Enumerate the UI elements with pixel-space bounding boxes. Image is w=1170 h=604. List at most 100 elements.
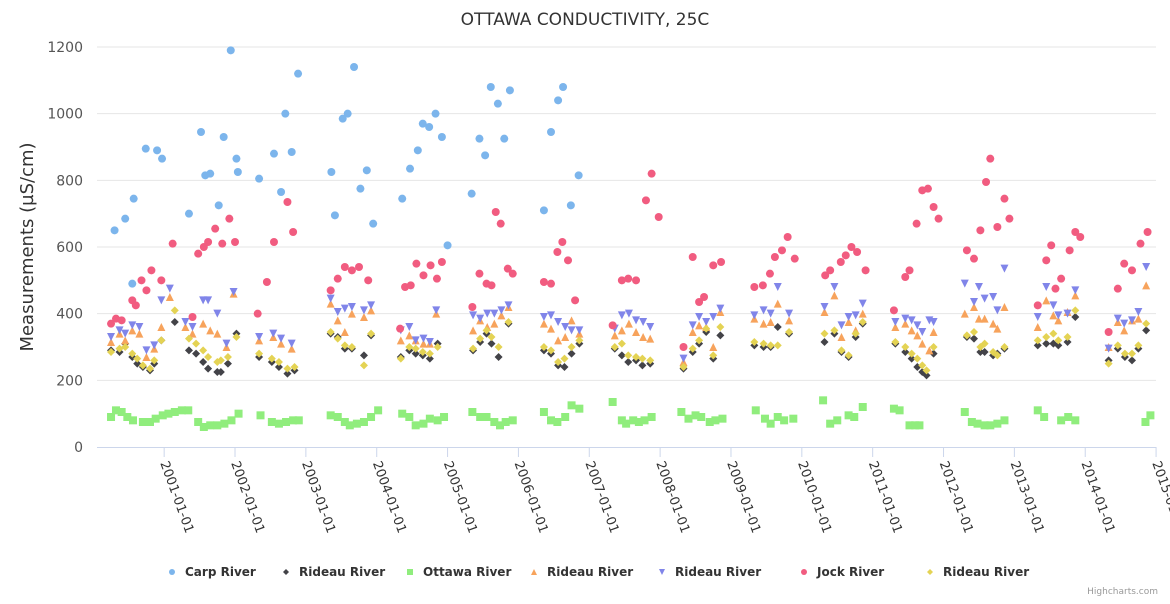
point-ottawa-river (789, 414, 798, 423)
point-rideau-river (204, 364, 213, 373)
point-rideau-river (554, 336, 563, 345)
point-jock-river (508, 269, 517, 278)
point-jock-river (194, 249, 203, 258)
point-ottawa-river (138, 418, 147, 426)
point-ottawa-river (1040, 413, 1049, 421)
point-rideau-river (976, 348, 985, 356)
point-rideau-river (359, 351, 368, 360)
point-rideau-river (411, 349, 420, 358)
point-jock-river (758, 281, 767, 290)
point-rideau-river (539, 313, 548, 321)
point-carp-river (406, 164, 415, 173)
point-jock-river (1076, 233, 1085, 241)
point-rideau-river (617, 326, 626, 335)
point-rideau-river (913, 354, 922, 363)
point-jock-river (117, 316, 126, 325)
point-jock-river (503, 264, 512, 273)
point-carp-river (481, 151, 490, 160)
x-tick-label: 2006-01-01 (511, 459, 551, 535)
point-carp-river (232, 154, 241, 163)
point-carp-river (330, 211, 339, 220)
legend-item[interactable]: Rideau River (283, 565, 385, 579)
point-ottawa-river (960, 408, 969, 416)
legend-item[interactable]: Rideau River (531, 565, 633, 579)
point-rideau-river (575, 326, 584, 335)
point-rideau-river (419, 334, 428, 343)
point-jock-river (624, 274, 633, 283)
point-rideau-river (359, 361, 368, 370)
point-jock-river (861, 266, 870, 275)
legend-item[interactable]: Rideau River (659, 565, 761, 579)
legend-label: Rideau River (547, 565, 633, 579)
x-tick-label: 2007-01-01 (582, 459, 622, 535)
point-rideau-river (554, 358, 563, 366)
point-carp-river (418, 119, 427, 128)
legend-item[interactable]: Ottawa River (407, 565, 511, 579)
point-rideau-river (133, 359, 142, 368)
point-rideau-river (785, 316, 794, 325)
point-rideau-river (918, 339, 927, 348)
point-rideau-river (1120, 349, 1129, 358)
point-jock-river (1057, 274, 1066, 283)
x-tick-label: 2009-01-01 (723, 459, 763, 535)
point-rideau-river (560, 363, 569, 371)
point-rideau-river (181, 323, 190, 331)
point-ottawa-river (111, 406, 120, 415)
legend-item[interactable]: Carp River (169, 565, 256, 579)
credits-link[interactable]: Highcharts.com (1087, 587, 1158, 597)
point-rideau-river (766, 309, 775, 318)
y-tick-label: 200 (56, 373, 83, 389)
point-rideau-river (326, 294, 335, 303)
point-ottawa-river (833, 416, 842, 425)
point-ottawa-river (1071, 416, 1080, 425)
point-jock-river (131, 301, 140, 310)
point-carp-river (277, 188, 286, 196)
point-carp-river (343, 109, 352, 118)
point-rideau-river (347, 343, 356, 351)
point-ottawa-river (973, 419, 982, 428)
legend: Carp River Rideau River Ottawa River Rideau… (169, 565, 1029, 579)
point-rideau-river (157, 323, 166, 331)
y-tick-label: 1000 (47, 107, 83, 123)
point-rideau-river (638, 361, 647, 370)
point-jock-river (847, 243, 856, 251)
point-rideau-river (851, 329, 860, 338)
point-jock-river (901, 273, 910, 281)
point-ottawa-river (895, 406, 904, 415)
point-rideau-river (1063, 333, 1072, 341)
point-rideau-river (283, 369, 292, 378)
point-rideau-river (287, 339, 296, 348)
point-rideau-river (773, 283, 782, 291)
point-rideau-river (858, 299, 867, 308)
x-tick-label: 2012-01-01 (936, 459, 976, 535)
point-ottawa-river (352, 419, 361, 428)
point-rideau-river (980, 314, 989, 323)
point-carp-river (219, 133, 228, 141)
series-4 (107, 263, 1151, 363)
point-rideau-river (922, 371, 931, 380)
legend-symbol-icon (283, 569, 289, 575)
point-rideau-river (773, 299, 782, 308)
point-rideau-river (974, 283, 983, 291)
point-rideau-river (326, 299, 335, 308)
point-rideau-river (960, 279, 969, 288)
point-rideau-river (830, 326, 839, 335)
legend-item[interactable]: Rideau River (927, 565, 1029, 579)
point-rideau-river (1142, 319, 1151, 328)
point-jock-river (826, 266, 835, 275)
point-ottawa-river (718, 414, 727, 423)
point-jock-river (475, 269, 484, 278)
point-rideau-river (980, 294, 989, 303)
point-rideau-river (646, 356, 655, 365)
point-ottawa-river (374, 406, 383, 415)
point-jock-river (976, 226, 985, 235)
point-rideau-river (433, 343, 442, 351)
point-jock-river (1127, 266, 1136, 275)
point-rideau-river (567, 349, 576, 358)
legend-item[interactable]: Jock River (801, 565, 884, 579)
point-rideau-river (504, 301, 513, 310)
point-rideau-river (476, 314, 485, 323)
point-rideau-river (918, 328, 927, 336)
point-rideau-river (993, 306, 1002, 315)
point-rideau-river (229, 288, 238, 296)
